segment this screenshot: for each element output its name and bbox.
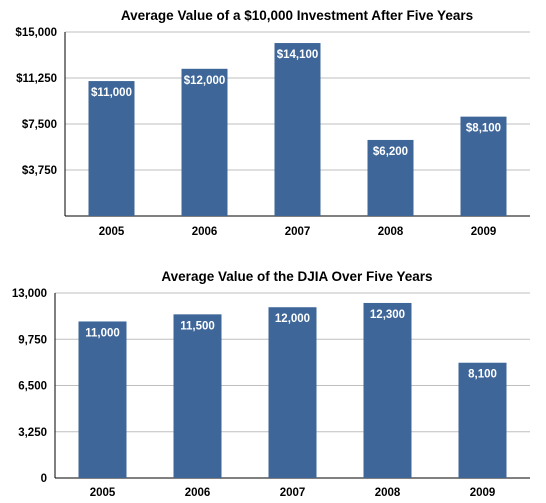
bar — [268, 307, 317, 478]
bar — [78, 321, 127, 478]
bar — [363, 302, 412, 478]
investment-value-chart: Average Value of a $10,000 Investment Af… — [15, 8, 530, 238]
x-tick-label: 2008 — [375, 487, 401, 499]
djia-value-chart: Average Value of the DJIA Over Five Year… — [12, 269, 530, 499]
y-tick-label: 13,000 — [12, 288, 47, 300]
data-label: $12,000 — [184, 75, 226, 87]
y-tick-label: 9,750 — [18, 334, 47, 346]
bar — [458, 362, 507, 478]
data-label: $8,100 — [466, 123, 501, 135]
y-tick-label: $7,500 — [22, 119, 57, 131]
x-tick-label: 2005 — [90, 487, 116, 499]
bar — [367, 139, 414, 216]
x-tick-label: 2007 — [285, 226, 311, 238]
y-tick-label: 0 — [41, 473, 47, 485]
y-tick-label: 6,500 — [18, 381, 47, 393]
x-tick-label: 2005 — [99, 226, 125, 238]
chart-title: Average Value of a $10,000 Investment Af… — [121, 8, 473, 23]
x-tick-label: 2006 — [185, 487, 211, 499]
bar — [88, 81, 135, 216]
data-label: $11,000 — [91, 87, 132, 99]
y-tick-label: $3,750 — [22, 165, 57, 177]
bar — [460, 116, 507, 216]
x-tick-label: 2006 — [192, 226, 218, 238]
data-label: $14,100 — [277, 49, 319, 61]
data-label: 12,000 — [275, 313, 310, 325]
x-tick-label: 2007 — [280, 487, 306, 499]
chart-title: Average Value of the DJIA Over Five Year… — [161, 269, 432, 284]
y-tick-label: $15,000 — [15, 27, 57, 39]
x-tick-label: 2009 — [470, 487, 496, 499]
y-tick-label: 3,250 — [18, 427, 47, 439]
data-label: 8,100 — [468, 369, 497, 381]
data-label: 11,000 — [85, 327, 120, 339]
bar — [181, 68, 228, 216]
y-tick-label: $11,250 — [16, 73, 57, 85]
data-label: 12,300 — [370, 309, 405, 321]
data-label: $6,200 — [373, 146, 408, 158]
x-tick-label: 2008 — [378, 226, 404, 238]
bar — [173, 314, 222, 478]
data-label: 11,500 — [180, 320, 215, 332]
x-tick-label: 2009 — [471, 226, 497, 238]
bar — [274, 43, 321, 216]
